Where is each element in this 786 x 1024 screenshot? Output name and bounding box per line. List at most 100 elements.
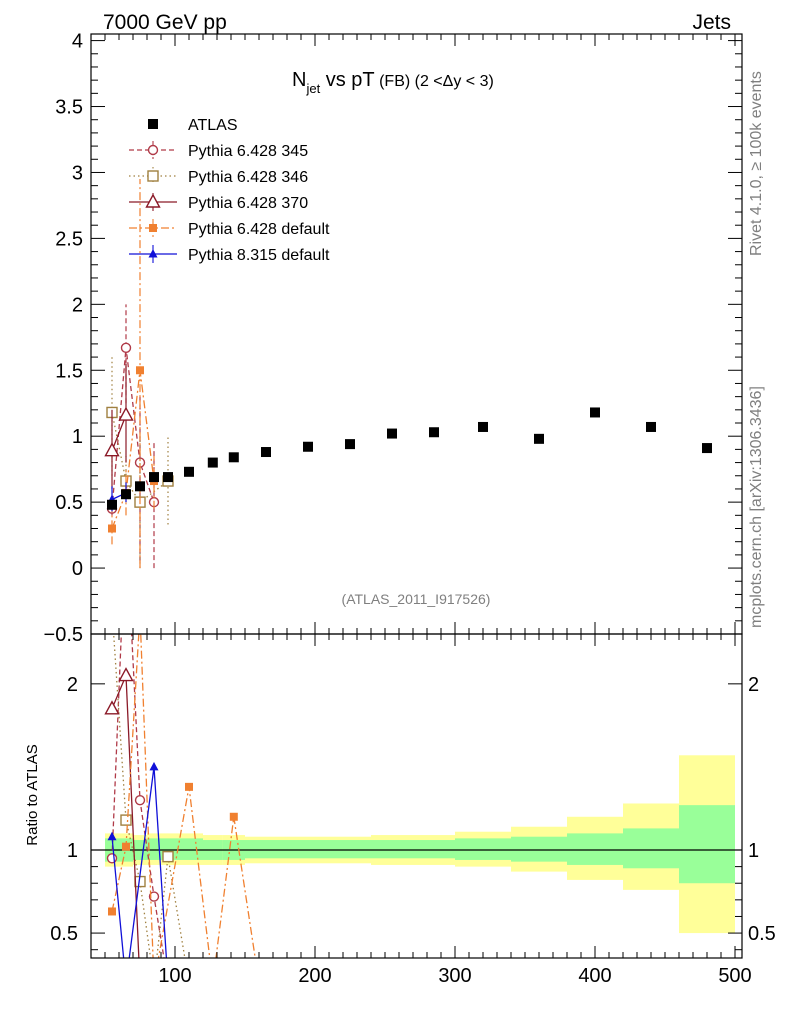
legend-entry-0: ATLAS <box>148 117 238 134</box>
ratio-y-tick-label-left: 0.5 <box>50 923 78 945</box>
ratio-panel-data <box>104 604 256 958</box>
legend-marker <box>147 170 159 182</box>
atlas-point <box>303 441 313 452</box>
legend-label: Pythia 8.315 default <box>188 247 330 264</box>
ratio-band-inner <box>511 836 567 862</box>
ratio-point <box>122 842 130 851</box>
series-line <box>111 370 155 529</box>
ratio-y-tick-label-right: 0.5 <box>748 923 776 945</box>
legend-entry-3: Pythia 6.428 370 <box>129 193 308 212</box>
ratio-y-tick-label-right: 2 <box>748 674 759 696</box>
legend-label: Pythia 6.428 345 <box>188 143 308 160</box>
ratio-band-inner <box>147 838 161 860</box>
ratio-band-inner <box>679 805 735 884</box>
legend-entry-1: Pythia 6.428 345 <box>129 141 308 160</box>
atlas-point <box>646 421 656 432</box>
x-tick-label: 100 <box>158 965 191 987</box>
atlas-point <box>345 439 355 450</box>
ratio-series-1 <box>107 604 186 958</box>
ratio-series-3 <box>108 610 256 958</box>
legend-entry-5: Pythia 8.315 default <box>129 245 330 264</box>
ratio-y-tick-label-left: 2 <box>67 674 78 696</box>
x-tick-label: 400 <box>578 965 611 987</box>
ratio-point <box>134 794 146 806</box>
y-tick-label: 0 <box>72 558 83 580</box>
series-line <box>111 347 155 509</box>
ratio-series-0 <box>106 634 165 958</box>
ratio-panel-frame <box>90 633 743 959</box>
analysis-reference: (ATLAS_2011_I917526) <box>342 591 491 607</box>
ratio-point <box>118 667 134 682</box>
atlas-point <box>387 428 397 439</box>
ratio-point <box>148 891 160 902</box>
ratio-series-4 <box>107 761 168 958</box>
atlas-point <box>702 443 712 454</box>
series-point <box>104 442 120 457</box>
ratio-band-inner <box>413 840 455 859</box>
atlas-point <box>121 489 131 500</box>
y-tick-label: 1 <box>72 426 83 448</box>
ratio-point <box>104 700 120 715</box>
legend: ATLAS Pythia 6.428 345 Pythia 6.428 346 Pyt… <box>129 117 330 264</box>
legend-label: Pythia 6.428 346 <box>188 169 308 186</box>
ratio-band-inner <box>329 840 371 859</box>
y-tick-label: −0.5 <box>44 624 83 646</box>
atlas-point <box>149 472 159 483</box>
ratio-series-2 <box>104 667 140 958</box>
ratio-band-inner <box>287 840 329 859</box>
ratio-band-inner <box>455 838 511 860</box>
atlas-point <box>207 457 218 468</box>
legend-label: Pythia 6.428 370 <box>188 195 308 212</box>
legend-marker <box>149 224 157 232</box>
atlas-point <box>184 466 194 477</box>
ratio-line <box>111 766 168 958</box>
ratio-line <box>113 634 186 958</box>
atlas-point <box>261 447 271 458</box>
ratio-point <box>107 604 117 614</box>
y-tick-label: 3.5 <box>55 97 83 119</box>
chart-title: Njet vs pT (FB) (2 <Δy < 3) <box>292 69 494 96</box>
axes-frame: 100 200 300 400 500 −0.5 0 0.5 1 1.5 2 2.5 3 3.5 4 0.5 0… <box>44 31 776 987</box>
main-panel-data <box>104 179 712 569</box>
atlas-point <box>590 407 600 418</box>
ratio-line <box>111 634 165 958</box>
ratio-point <box>162 850 174 863</box>
y-tick-label: 2 <box>72 294 83 316</box>
legend-marker <box>148 249 158 258</box>
legend-entry-4: Pythia 6.428 default <box>129 219 330 238</box>
ratio-point <box>120 814 132 826</box>
x-tick-label: 300 <box>438 965 471 987</box>
atlas-point <box>107 499 117 510</box>
ratio-band-inner <box>623 828 679 869</box>
y-tick-label: 4 <box>72 31 83 53</box>
x-tick-label: 500 <box>718 965 751 987</box>
series-point <box>136 366 144 375</box>
series-point <box>118 406 134 421</box>
atlas-point <box>429 427 439 438</box>
ratio-point <box>107 831 117 841</box>
atlas-point <box>163 472 173 483</box>
ratio-point <box>108 907 116 916</box>
legend-entry-2: Pythia 6.428 346 <box>129 167 308 186</box>
y-tick-label: 1.5 <box>55 360 83 382</box>
ratio-point <box>136 610 144 618</box>
ratio-y-tick-label-left: 1 <box>67 840 78 862</box>
legend-label: Pythia 6.428 default <box>188 221 330 238</box>
header-energy: 7000 GeV pp <box>103 11 227 34</box>
series-2 <box>104 363 134 489</box>
header-category: Jets <box>692 11 731 34</box>
series-point <box>120 342 132 354</box>
legend-marker <box>148 119 158 129</box>
ratio-line <box>111 634 256 958</box>
side-rivet-label: Rivet 4.1.0, ≥ 100k events <box>748 71 765 256</box>
atlas-point <box>135 481 145 492</box>
atlas-point <box>478 421 488 432</box>
y-tick-label: 2.5 <box>55 228 83 250</box>
series-line <box>111 414 127 451</box>
legend-marker <box>145 193 161 208</box>
ratio-point <box>229 812 238 821</box>
ratio-band-inner <box>567 833 623 865</box>
ratio-y-tick-label-right: 1 <box>748 840 759 862</box>
ratio-band-inner <box>371 840 413 859</box>
